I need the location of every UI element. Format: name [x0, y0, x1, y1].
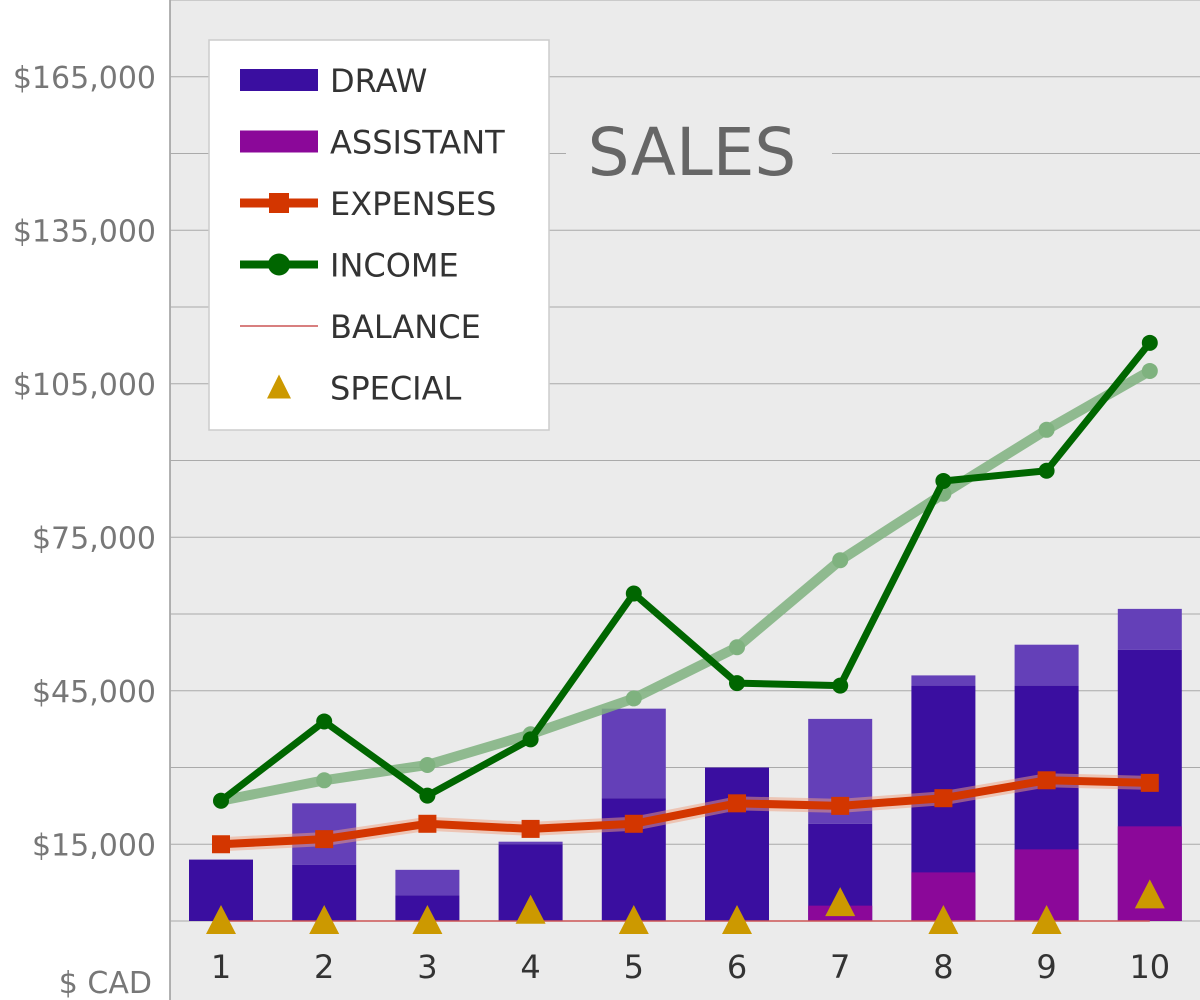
legend-label: EXPENSES — [330, 185, 496, 223]
income-point — [522, 731, 539, 748]
income-point — [935, 472, 952, 489]
y-tick-label: $45,000 — [32, 675, 156, 710]
legend-marker — [268, 253, 290, 276]
special-marker — [722, 905, 752, 934]
draw-bar-faded — [395, 869, 460, 896]
bar-series — [189, 608, 1182, 921]
expenses-point — [831, 796, 850, 815]
legend-marker — [267, 374, 291, 399]
income-point — [625, 585, 642, 602]
income-point — [729, 675, 745, 692]
income-trend-point — [419, 756, 436, 773]
legend-marker — [269, 193, 289, 213]
income-point — [1141, 334, 1158, 351]
x-tick-label: 1 — [211, 948, 231, 986]
income-point — [832, 677, 849, 694]
x-tick-label: 8 — [933, 948, 953, 986]
x-tick-label: 7 — [830, 948, 850, 986]
income-point — [316, 713, 333, 730]
legend: DRAW ASSISTANT EXPENSES INCOME BALANCE SPECIA… — [208, 39, 550, 431]
draw-bar-faded — [1117, 608, 1182, 650]
legend-box — [208, 39, 550, 431]
x-tick-label: 4 — [520, 948, 540, 986]
income-trend-point — [1141, 362, 1158, 379]
special-marker — [206, 905, 236, 934]
expenses-point — [418, 814, 437, 833]
draw-bar-faded — [911, 675, 976, 686]
expenses-point — [521, 819, 540, 838]
income-trend-point — [316, 772, 333, 789]
draw-bar-faded — [601, 708, 666, 799]
special-marker — [515, 894, 546, 924]
legend-label: SPECIAL — [330, 370, 462, 408]
title-background — [566, 108, 832, 192]
income-point — [1038, 462, 1055, 479]
special-marker — [1134, 879, 1165, 909]
income-trend-point — [625, 690, 642, 707]
x-tick-label: 10 — [1129, 948, 1170, 986]
expenses-point — [728, 794, 746, 813]
income-point — [419, 787, 436, 804]
x-tick-label: 5 — [624, 948, 644, 986]
draw-bar-faded — [498, 841, 563, 845]
y-tick-label: $165,000 — [13, 61, 156, 96]
expenses-point — [624, 814, 643, 833]
income-trend-line — [216, 365, 1155, 806]
x-tick-label: 9 — [1036, 948, 1056, 986]
income-trend-point — [1038, 421, 1055, 438]
expenses-point — [934, 789, 953, 808]
special-marker — [309, 905, 340, 934]
legend-label: ASSISTANT — [330, 124, 505, 162]
y-tick-label: $75,000 — [32, 521, 156, 556]
legend-label: DRAW — [330, 62, 427, 100]
y-tick-label: $105,000 — [13, 368, 156, 403]
x-tick-label: 6 — [727, 948, 747, 986]
y-tick-label: $135,000 — [13, 214, 156, 249]
expenses-point — [1037, 771, 1056, 790]
expenses-line — [220, 776, 1150, 849]
special-marker — [825, 887, 856, 917]
x-tick-label: 2 — [314, 948, 334, 986]
draw-bar-faded — [1014, 644, 1079, 686]
special-marker — [618, 905, 649, 934]
legend-label: INCOME — [330, 247, 459, 285]
legend-swatch — [240, 69, 318, 91]
income-trend-point — [832, 552, 849, 569]
income-point — [213, 792, 229, 809]
draw-bar — [705, 767, 769, 921]
y-axis-label: $ CAD — [59, 966, 152, 1000]
income-line — [218, 340, 1153, 804]
y-axis-tick-labels: $15,000 $45,000 $75,000 $105,000 $135,000 $16… — [13, 61, 156, 864]
expenses-point — [212, 835, 230, 854]
special-marker — [1031, 905, 1062, 934]
income-trend-point — [729, 639, 745, 656]
legend-swatch — [240, 130, 318, 153]
expenses-point — [315, 830, 334, 849]
x-axis-tick-labels: 1 2 3 4 5 6 7 8 9 10 — [211, 948, 1170, 986]
expenses-point — [1140, 773, 1159, 792]
x-tick-label: 3 — [417, 948, 437, 986]
special-marker — [928, 905, 959, 934]
line-series — [206, 334, 1165, 934]
chart-title: SALES — [588, 114, 797, 191]
legend-label: BALANCE — [330, 308, 481, 346]
y-tick-label: $15,000 — [32, 828, 156, 863]
special-marker — [412, 905, 443, 934]
